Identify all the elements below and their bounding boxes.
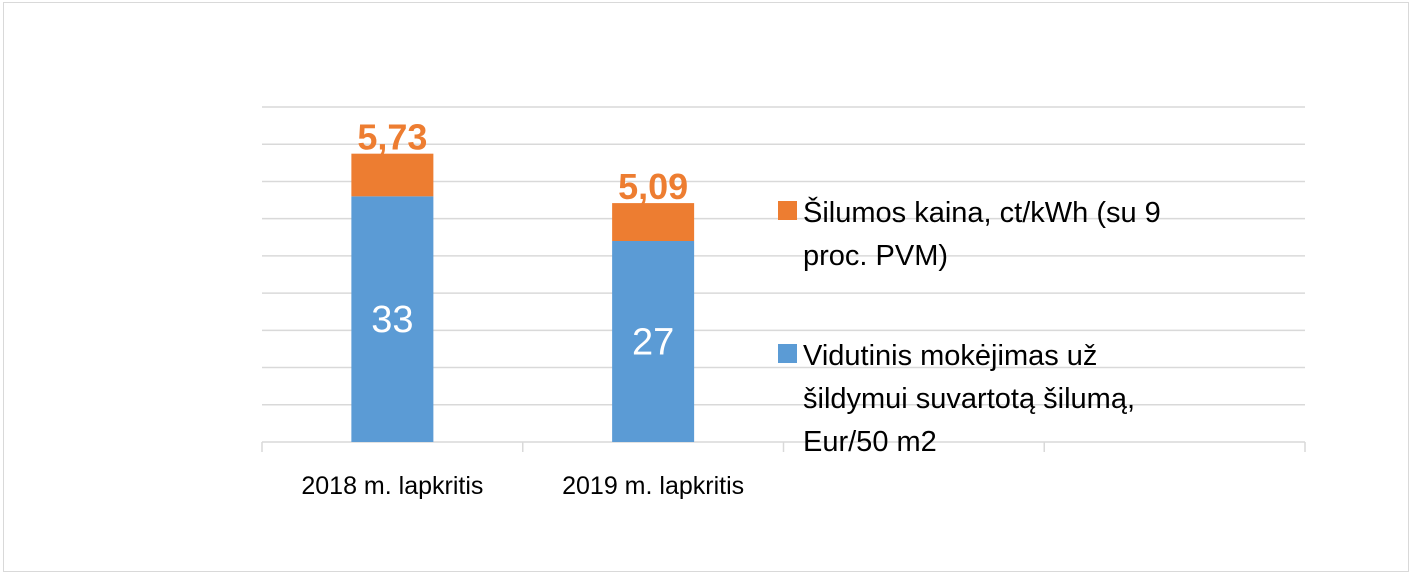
data-label: 27 xyxy=(632,322,674,364)
x-axis xyxy=(261,441,1306,452)
data-label: 5,09 xyxy=(618,166,688,207)
bars: 33 5,73 27 5,09 xyxy=(351,117,695,442)
bar-segment xyxy=(612,203,695,241)
x-tick-label: 2018 m. lapkritis xyxy=(301,472,483,500)
legend-label: šildymui suvartotą šilumą, xyxy=(803,383,1135,415)
data-label: 5,73 xyxy=(357,117,427,158)
bar-segment xyxy=(351,153,434,197)
legend-swatch xyxy=(778,344,797,363)
legend-swatch xyxy=(778,201,797,220)
bar-segment xyxy=(351,196,434,442)
legend-label: Vidutinis mokėjimas už xyxy=(803,340,1097,372)
legend: Šilumos kaina, ct/kWh (su 9 proc. PVM) Vid… xyxy=(778,195,1161,458)
x-tick-labels: 2018 m. lapkritis 2019 m. lapkritis xyxy=(301,472,744,500)
x-tick-label: 2019 m. lapkritis xyxy=(562,472,744,500)
legend-label: proc. PVM) xyxy=(803,240,948,272)
legend-label: Šilumos kaina, ct/kWh (su 9 xyxy=(803,195,1161,229)
chart-frame xyxy=(3,2,1409,572)
legend-label: Eur/50 m2 xyxy=(803,426,937,458)
data-label: 33 xyxy=(371,299,413,341)
bar-segment xyxy=(612,241,695,442)
